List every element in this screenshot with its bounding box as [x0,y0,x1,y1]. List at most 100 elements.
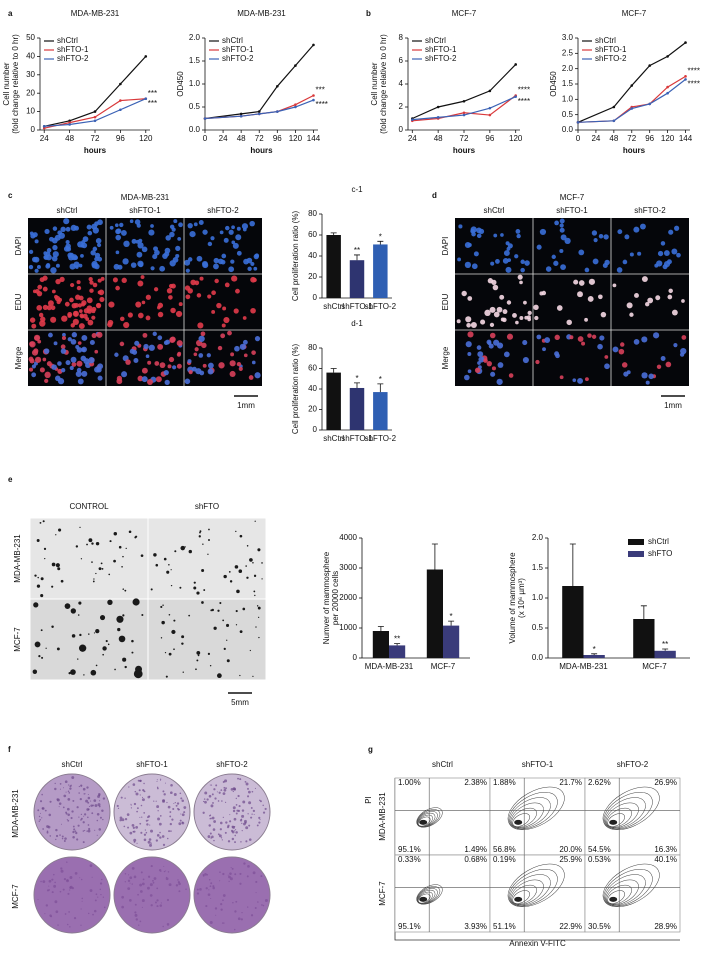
colony [163,865,165,867]
colony [62,888,65,891]
colony [51,891,54,894]
panel-label: g [368,745,373,754]
sphere-image [147,598,267,681]
nucleus [114,352,119,357]
nucleus [196,255,203,262]
point [68,121,71,124]
nucleus [157,343,164,350]
sphere [33,602,39,608]
contour [606,807,632,828]
colony [38,820,40,822]
nucleus [148,344,155,351]
nucleus [135,301,142,308]
sphere [124,665,127,669]
row-label: DAPI [441,237,450,256]
nucleus [618,348,625,355]
colony [224,801,227,803]
colony [240,818,243,820]
flow-plot [489,854,586,933]
colony [224,779,228,783]
point [488,89,492,93]
y-tick-label: 1.0 [189,79,201,88]
nucleus [70,282,75,288]
panel-label: d [432,191,437,200]
point [684,78,687,81]
colony [129,899,132,902]
y-tick-label: 0 [399,125,404,134]
colony [141,882,145,886]
nucleus [559,375,564,380]
nucleus [216,302,222,309]
nucleus [633,339,640,345]
annotation: * [450,612,453,621]
nucleus [30,233,36,239]
colony [71,776,75,780]
nucleus [681,299,685,303]
nucleus [457,257,461,262]
colony [230,829,234,832]
x-axis-label: hours [453,146,476,155]
y-axis-label: Cell number [2,62,11,105]
nucleus [48,332,53,338]
sphere [216,673,222,679]
nucleus [152,331,157,337]
nucleus [34,268,39,273]
annotation: * [379,375,382,384]
sphere [223,574,227,579]
colony [88,805,90,808]
nucleus [551,254,556,260]
nucleus [231,225,235,230]
bar [443,625,460,658]
colony [82,830,85,832]
nucleus [91,333,97,339]
colony [55,834,59,838]
colony [80,878,83,881]
nucleus [94,349,99,354]
colony [229,877,233,881]
point [630,84,634,87]
colony [235,812,238,815]
colony [66,861,68,863]
nucleus [87,230,93,236]
nucleus [94,366,101,373]
nucleus [559,223,564,228]
nucleus [599,335,605,341]
nucleus [59,276,65,282]
point [488,113,492,117]
nucleus [536,244,542,250]
sphere [70,669,76,675]
colony [235,797,238,800]
nucleus [92,227,99,234]
colony [78,816,80,818]
colony [67,819,70,822]
sphere [199,531,201,534]
colony [83,813,87,816]
nucleus [52,251,59,258]
colony [241,814,245,818]
annotation: * [593,645,596,654]
colony [67,790,70,793]
nucleus [593,238,598,243]
colony [242,800,246,804]
colony [101,878,103,881]
nucleus [50,316,57,323]
sphere [236,589,240,594]
sphere [213,626,217,630]
sphere [168,652,172,656]
nucleus [94,252,101,259]
nucleus [159,362,166,369]
colony [212,885,215,888]
sphere [207,553,209,555]
colony [167,871,170,873]
nucleus [250,261,255,266]
sphere [122,555,124,558]
legend-label: shCtrl [222,36,243,45]
colony [76,838,79,841]
colony [42,828,44,830]
nucleus [243,258,249,265]
x-tick-label: 24 [40,134,49,143]
colony [73,916,77,920]
colony [131,867,135,870]
nucleus [130,262,137,268]
y-tick-label: 2.0 [562,64,574,73]
